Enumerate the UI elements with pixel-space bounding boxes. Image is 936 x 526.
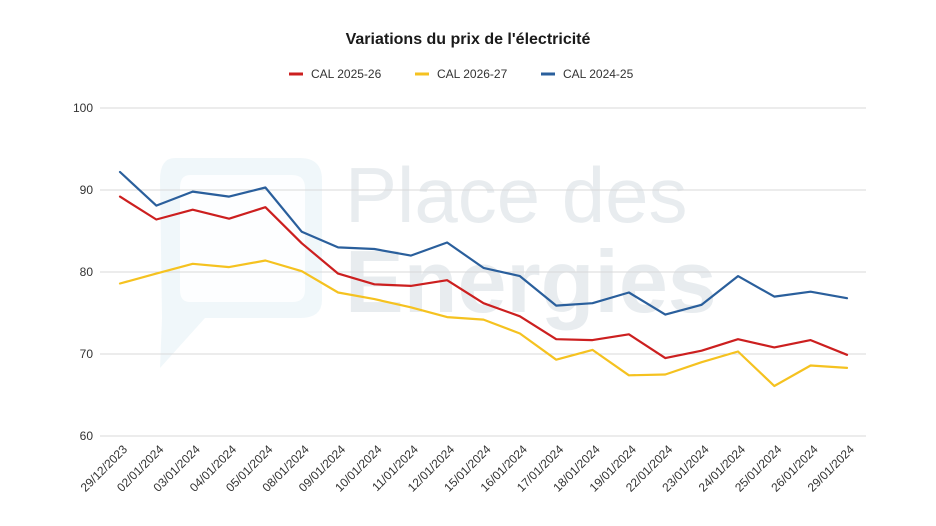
legend-label: CAL 2025-26 bbox=[311, 67, 382, 81]
watermark-line1: Place des bbox=[345, 151, 688, 239]
legend: CAL 2025-26 CAL 2026-27 CAL 2024-25 bbox=[289, 67, 634, 81]
watermark-line2: Energies bbox=[345, 232, 717, 331]
y-tick-label: 90 bbox=[80, 183, 94, 197]
series-line-2 bbox=[118, 259, 849, 388]
legend-label: CAL 2024-25 bbox=[563, 67, 634, 81]
y-tick-label: 100 bbox=[73, 101, 93, 115]
series-line-1 bbox=[118, 195, 849, 360]
series-group bbox=[118, 170, 849, 388]
legend-item: CAL 2025-26 bbox=[289, 67, 382, 81]
legend-label: CAL 2026-27 bbox=[437, 67, 508, 81]
y-tick-label: 70 bbox=[80, 347, 94, 361]
y-tick-label: 60 bbox=[80, 429, 94, 443]
x-axis: 29/12/202302/01/202403/01/202404/01/2024… bbox=[78, 442, 858, 495]
legend-item: CAL 2024-25 bbox=[541, 67, 634, 81]
legend-item: CAL 2026-27 bbox=[415, 67, 508, 81]
chart-title: Variations du prix de l'électricité bbox=[346, 31, 591, 48]
watermark-bubble-inner bbox=[180, 175, 305, 302]
watermark-logo: Place des Energies bbox=[160, 151, 717, 368]
grid bbox=[100, 107, 866, 437]
y-tick-label: 80 bbox=[80, 265, 94, 279]
y-axis: 60 70 80 90 100 bbox=[73, 101, 93, 443]
